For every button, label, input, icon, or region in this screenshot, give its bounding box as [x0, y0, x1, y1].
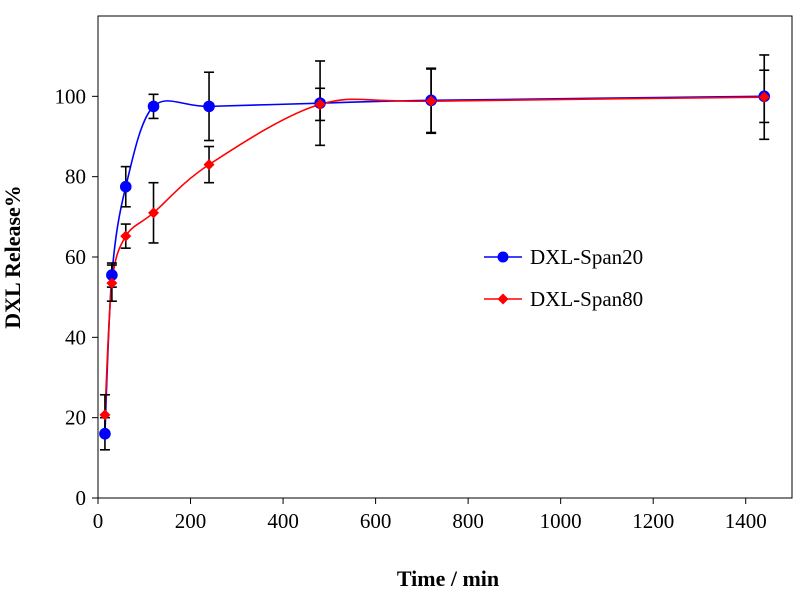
legend-label-span20: DXL-Span20	[530, 245, 643, 269]
data-point	[106, 269, 118, 281]
data-point	[99, 427, 111, 440]
y-tick-label: 100	[55, 84, 87, 108]
y-tick-label: 60	[65, 245, 86, 269]
legend-label-span80: DXL-Span80	[530, 287, 643, 311]
series-line	[104, 96, 765, 415]
data-point	[106, 277, 118, 289]
data-point	[203, 100, 215, 113]
x-tick-label: 800	[452, 509, 484, 533]
x-tick-label: 400	[267, 509, 299, 533]
series-line	[104, 95, 765, 434]
x-tick-label: 0	[93, 509, 104, 533]
data-point	[314, 98, 326, 110]
x-tick-label: 200	[175, 509, 207, 533]
y-tick-label: 80	[65, 165, 86, 189]
plot-frame	[97, 15, 793, 499]
x-axis: 0 200 400 600 800 1000 1200 1400	[93, 498, 767, 533]
data-point	[99, 409, 111, 421]
x-tick-label: 1200	[632, 509, 674, 533]
data-point	[119, 180, 132, 193]
x-tick-label: 600	[360, 509, 392, 533]
y-tick-label: 20	[65, 406, 86, 430]
legend-marker-span20	[497, 251, 509, 263]
data-point	[758, 91, 770, 103]
x-tick-label: 1000	[540, 509, 582, 533]
series-curves	[104, 95, 765, 434]
data-point	[147, 100, 160, 113]
legend: DXL-Span20 DXL-Span80	[484, 245, 643, 311]
legend-marker-span80	[497, 293, 509, 305]
y-tick-label: 0	[76, 486, 87, 510]
data-point	[120, 230, 132, 242]
x-tick-label: 1400	[725, 509, 767, 533]
data-point	[425, 95, 437, 107]
y-tick-label: 40	[65, 325, 86, 349]
error-bars	[99, 54, 770, 451]
y-axis-title: DXL Release%	[0, 185, 25, 329]
data-markers	[99, 90, 771, 440]
data-point	[203, 159, 215, 171]
x-axis-title: Time / min	[397, 566, 499, 591]
y-axis: 0 20 40 60 80 100	[55, 84, 98, 510]
data-point	[148, 207, 160, 219]
